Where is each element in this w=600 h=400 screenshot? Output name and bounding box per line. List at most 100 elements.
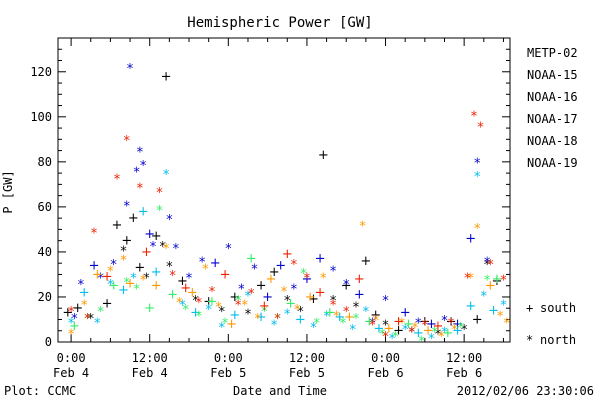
marker-legend-south-symbol: + — [526, 301, 533, 315]
point-metp-02-south: + — [269, 265, 280, 280]
point-noaa-18-north: * — [68, 328, 75, 343]
point-noaa-19-south: + — [259, 299, 270, 314]
point-noaa-19-north: * — [343, 305, 350, 320]
point-noaa-18-south: + — [383, 321, 394, 336]
point-noaa-15-north: * — [71, 312, 78, 327]
point-noaa-19-north: * — [304, 271, 311, 286]
point-noaa-17-north: * — [124, 276, 131, 291]
x-tick-date-label: Feb 6 — [367, 366, 403, 380]
point-noaa-19-south: + — [282, 247, 293, 262]
point-noaa-17-south: + — [364, 315, 375, 330]
y-tick-label: 120 — [30, 65, 52, 79]
point-noaa-17-south: + — [442, 326, 453, 341]
point-noaa-18-north: * — [474, 222, 481, 237]
y-tick-label: 100 — [30, 110, 52, 124]
point-metp-02-north: * — [120, 244, 127, 259]
x-tick-date-label: Feb 5 — [210, 366, 246, 380]
marker-legend-north-label: north — [540, 333, 576, 347]
point-noaa-15-north: * — [127, 62, 134, 77]
point-noaa-19-north: * — [464, 271, 471, 286]
point-noaa-18-south: + — [423, 324, 434, 339]
point-noaa-19-north: * — [235, 298, 242, 313]
x-tick-time-label: 0:00 — [371, 351, 400, 365]
point-noaa-17-north: * — [133, 283, 140, 298]
point-noaa-19-south: + — [220, 267, 231, 282]
x-tick-date-label: Feb 6 — [446, 366, 482, 380]
point-noaa-16-north: * — [481, 289, 488, 304]
point-noaa-16-north: * — [284, 307, 291, 322]
x-tick-time-label: 12:00 — [289, 351, 325, 365]
point-noaa-18-north: * — [359, 220, 366, 235]
point-noaa-18-south: + — [344, 310, 355, 325]
x-tick-date-label: Feb 4 — [53, 366, 89, 380]
point-noaa-17-north: * — [222, 316, 229, 331]
point-noaa-18-south: + — [265, 272, 276, 287]
point-noaa-19-south: + — [354, 272, 365, 287]
point-noaa-16-south: + — [334, 310, 345, 325]
point-metp-02-south: + — [419, 315, 430, 330]
point-noaa-18-north: * — [503, 316, 510, 331]
point-metp-02-south: + — [256, 279, 267, 294]
point-noaa-18-north: * — [467, 271, 474, 286]
point-noaa-16-north: * — [68, 316, 75, 331]
point-metp-02-north: * — [245, 307, 252, 322]
legend-noaa-16: NOAA-16 — [527, 90, 578, 104]
plot-timestamp: 2012/02/06 23:30:06 — [457, 384, 594, 398]
point-noaa-18-north: * — [372, 314, 379, 329]
point-noaa-15-south: + — [315, 252, 326, 267]
point-metp-02-south: + — [128, 211, 139, 226]
point-noaa-19-south: + — [393, 315, 404, 330]
legend-metp-02: METP-02 — [527, 46, 578, 60]
point-metp-02-south: + — [62, 306, 73, 321]
legend-noaa-15: NOAA-15 — [527, 68, 578, 82]
point-noaa-15-south: + — [144, 227, 155, 242]
point-noaa-17-north: * — [182, 303, 189, 318]
point-noaa-18-north: * — [255, 312, 262, 327]
point-metp-02-south: + — [360, 254, 371, 269]
point-noaa-15-south: + — [210, 256, 221, 271]
marker-legend: + south * north — [526, 301, 576, 347]
y-tick-label: 0 — [45, 335, 52, 349]
point-noaa-15-north: * — [166, 213, 173, 228]
point-noaa-15-north: * — [140, 159, 147, 174]
point-noaa-19-north: * — [382, 330, 389, 345]
y-axis: 0 20 40 60 80 100 120 — [30, 37, 510, 349]
point-metp-02-north: * — [192, 294, 199, 309]
point-noaa-16-south: + — [190, 306, 201, 321]
point-noaa-16-north: * — [363, 305, 370, 320]
point-noaa-18-north: * — [176, 296, 183, 311]
point-noaa-15-north: * — [369, 316, 376, 331]
point-noaa-15-south: + — [275, 258, 286, 273]
point-noaa-17-north: * — [458, 321, 465, 336]
point-noaa-16-north: * — [107, 278, 114, 293]
point-noaa-17-north: * — [353, 312, 360, 327]
point-noaa-16-south: + — [229, 308, 240, 323]
point-noaa-15-south: + — [262, 290, 273, 305]
point-noaa-16-north: * — [441, 325, 448, 340]
point-metp-02-south: + — [229, 290, 240, 305]
point-noaa-17-north: * — [314, 316, 321, 331]
point-noaa-18-south: + — [151, 279, 162, 294]
point-noaa-18-north: * — [451, 323, 458, 338]
point-noaa-18-south: + — [125, 276, 136, 291]
point-noaa-19-south: + — [180, 281, 191, 296]
point-metp-02-south: + — [308, 292, 319, 307]
point-noaa-15-south: + — [426, 317, 437, 332]
point-noaa-19-north: * — [91, 226, 98, 241]
point-metp-02-north: * — [353, 301, 360, 316]
point-noaa-15-south: + — [400, 306, 411, 321]
point-noaa-15-north: * — [137, 145, 144, 160]
point-noaa-17-north: * — [392, 330, 399, 345]
point-noaa-15-north: * — [343, 278, 350, 293]
point-noaa-15-north: * — [382, 294, 389, 309]
point-noaa-17-south: + — [69, 319, 80, 334]
point-noaa-19-north: * — [156, 186, 163, 201]
point-noaa-18-north: * — [294, 303, 301, 318]
point-noaa-18-north: * — [281, 285, 288, 300]
point-noaa-17-south: + — [206, 294, 217, 309]
point-noaa-15-north: * — [150, 240, 157, 255]
data-markers: ++*++*+++*+*+*+* +*+*++**++*+*++* + *+*+*+*… — [62, 62, 510, 349]
y-axis-label: P [GW] — [1, 170, 15, 213]
point-metp-02-south: + — [446, 315, 457, 330]
